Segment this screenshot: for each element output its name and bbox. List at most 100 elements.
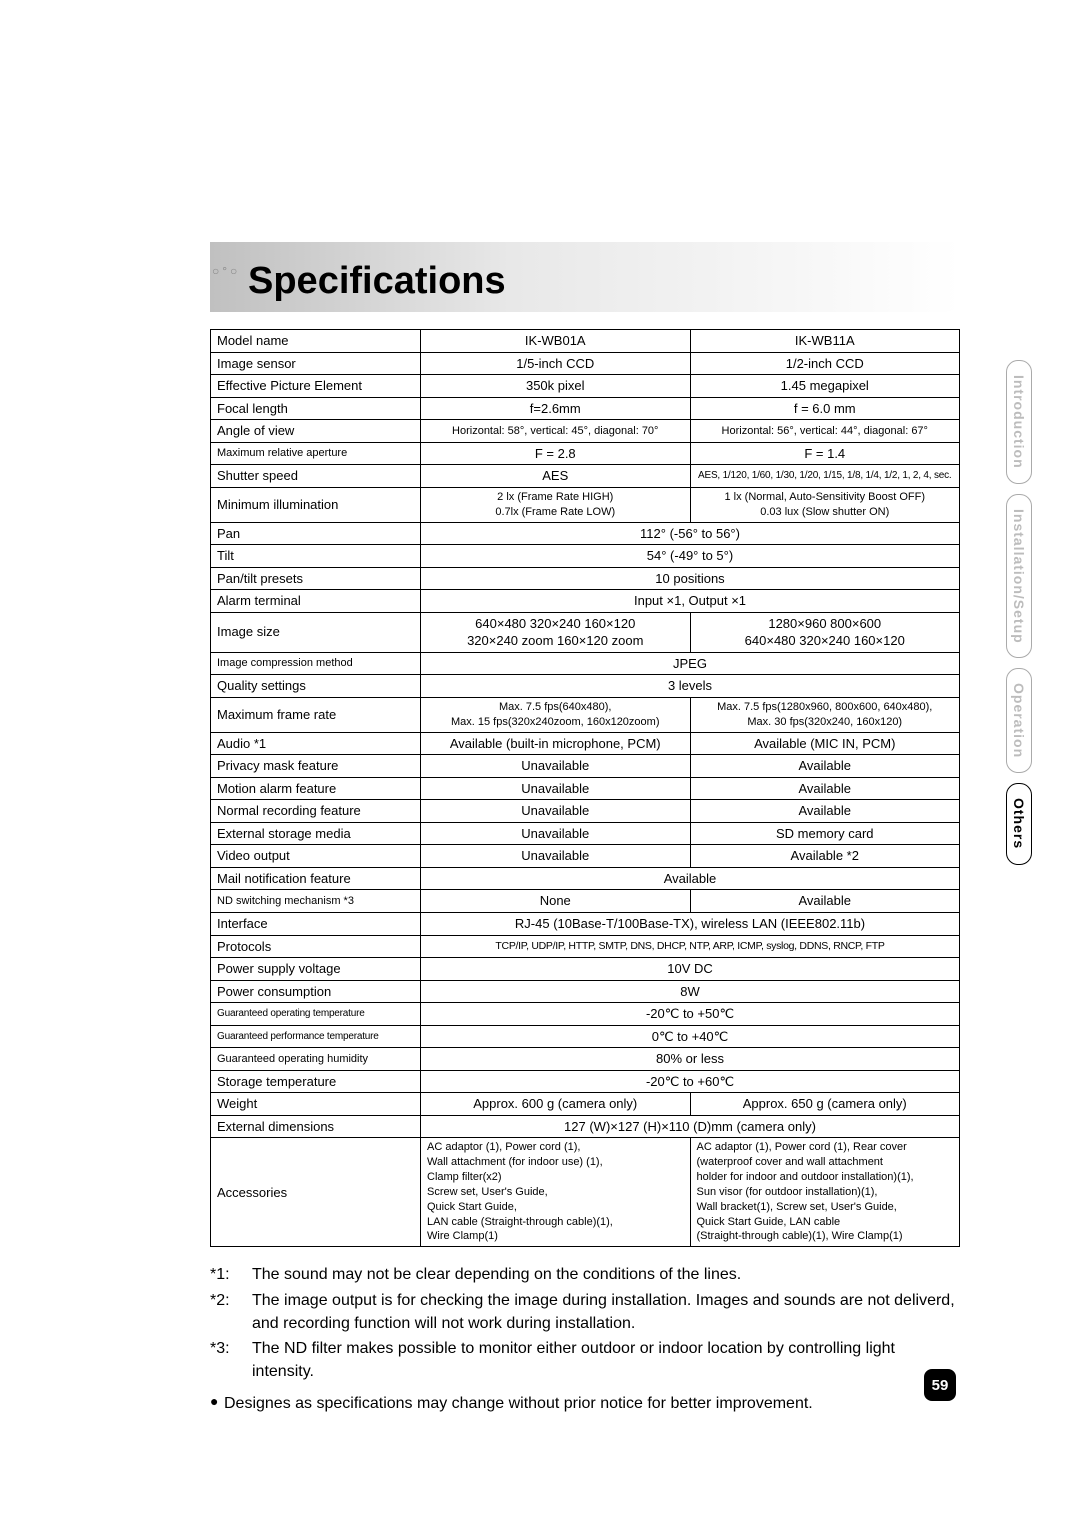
- row-value-col1: Unavailable: [421, 755, 691, 778]
- table-row: InterfaceRJ-45 (10Base-T/100Base-TX), wi…: [211, 912, 960, 935]
- table-row: Image compression methodJPEG: [211, 652, 960, 675]
- row-value-col2: Available *2: [690, 845, 960, 868]
- row-value: 10 positions: [421, 567, 960, 590]
- row-value-col2: f = 6.0 mm: [690, 397, 960, 420]
- row-label: Guaranteed performance temperature: [211, 1025, 421, 1048]
- row-value-col2: 1/2-inch CCD: [690, 352, 960, 375]
- row-label: Image sensor: [211, 352, 421, 375]
- row-value-col2: AES, 1/120, 1/60, 1/30, 1/20, 1/15, 1/8,…: [690, 465, 960, 488]
- row-value: TCP/IP, UDP/IP, HTTP, SMTP, DNS, DHCP, N…: [421, 935, 960, 958]
- row-label: Guaranteed operating humidity: [211, 1048, 421, 1071]
- table-row: Audio *1Available (built-in microphone, …: [211, 732, 960, 755]
- side-tab-installation-setup[interactable]: Installation/Setup: [1006, 494, 1032, 659]
- row-value: -20℃ to +50℃: [421, 1003, 960, 1026]
- row-value-col1: F = 2.8: [421, 442, 691, 465]
- side-tab-introduction[interactable]: Introduction: [1006, 360, 1032, 484]
- row-value: RJ-45 (10Base-T/100Base-TX), wireless LA…: [421, 912, 960, 935]
- table-row: Focal lengthf=2.6mmf = 6.0 mm: [211, 397, 960, 420]
- disclaimer-text: Designes as specifications may change wi…: [224, 1393, 960, 1415]
- row-label: Mail notification feature: [211, 867, 421, 890]
- side-tab-operation[interactable]: Operation: [1006, 668, 1032, 773]
- bullet-icon: ●: [210, 1393, 224, 1409]
- row-value: JPEG: [421, 652, 960, 675]
- row-value-col2: Available: [690, 777, 960, 800]
- row-value: 112° (-56° to 56°): [421, 522, 960, 545]
- footnote-row: *3:The ND filter makes possible to monit…: [210, 1337, 960, 1383]
- row-value-col1: Available (built-in microphone, PCM): [421, 732, 691, 755]
- table-row: AccessoriesAC adaptor (1), Power cord (1…: [211, 1138, 960, 1247]
- specifications-page: ○°○ Specifications Model nameIK-WB01AIK-…: [0, 0, 1080, 1476]
- table-row: Pan/tilt presets10 positions: [211, 567, 960, 590]
- row-value-col1: IK-WB01A: [421, 330, 691, 353]
- side-navigation: Introduction Installation/Setup Operation O…: [1006, 360, 1034, 875]
- row-value-col2: Available: [690, 800, 960, 823]
- side-tab-others[interactable]: Others: [1006, 783, 1032, 864]
- table-row: Image sensor1/5-inch CCD1/2-inch CCD: [211, 352, 960, 375]
- row-label: Pan/tilt presets: [211, 567, 421, 590]
- row-label: Audio *1: [211, 732, 421, 755]
- row-value: 80% or less: [421, 1048, 960, 1071]
- row-label: Angle of view: [211, 420, 421, 443]
- row-label: Interface: [211, 912, 421, 935]
- table-row: Motion alarm featureUnavailableAvailable: [211, 777, 960, 800]
- row-value-col1: 350k pixel: [421, 375, 691, 398]
- row-label: Weight: [211, 1093, 421, 1116]
- row-label: Storage temperature: [211, 1070, 421, 1093]
- specifications-table: Model nameIK-WB01AIK-WB11AImage sensor1/…: [210, 329, 960, 1247]
- footnote-marker: *3:: [210, 1337, 252, 1383]
- row-label: Protocols: [211, 935, 421, 958]
- row-value: Input ×1, Output ×1: [421, 590, 960, 613]
- table-row: Image size640×480 320×240 160×120 320×24…: [211, 612, 960, 652]
- table-row: ND switching mechanism *3NoneAvailable: [211, 890, 960, 913]
- row-value-col1: 2 lx (Frame Rate HIGH) 0.7lx (Frame Rate…: [421, 487, 691, 522]
- row-label: Effective Picture Element: [211, 375, 421, 398]
- row-value-col2: F = 1.4: [690, 442, 960, 465]
- row-label: Power consumption: [211, 980, 421, 1003]
- table-row: Angle of viewHorizontal: 58°, vertical: …: [211, 420, 960, 443]
- table-row: Maximum relative apertureF = 2.8F = 1.4: [211, 442, 960, 465]
- row-value-col1: None: [421, 890, 691, 913]
- row-value: 127 (W)×127 (H)×110 (D)mm (camera only): [421, 1115, 960, 1138]
- row-value: -20℃ to +60℃: [421, 1070, 960, 1093]
- row-value-col2: Available: [690, 755, 960, 778]
- row-label: Model name: [211, 330, 421, 353]
- footnote-marker: *2:: [210, 1289, 252, 1335]
- row-label: Privacy mask feature: [211, 755, 421, 778]
- table-row: Mail notification featureAvailable: [211, 867, 960, 890]
- row-label: Video output: [211, 845, 421, 868]
- row-label: Alarm terminal: [211, 590, 421, 613]
- table-row: Privacy mask featureUnavailableAvailable: [211, 755, 960, 778]
- table-row: Quality settings3 levels: [211, 675, 960, 698]
- row-value-col2: 1 lx (Normal, Auto-Sensitivity Boost OFF…: [690, 487, 960, 522]
- row-value-col2: 1280×960 800×600 640×480 320×240 160×120: [690, 612, 960, 652]
- footnote-row: *1:The sound may not be clear depending …: [210, 1263, 960, 1286]
- row-value: 0℃ to +40℃: [421, 1025, 960, 1048]
- table-row: Minimum illumination2 lx (Frame Rate HIG…: [211, 487, 960, 522]
- row-value-col1: Max. 7.5 fps(640x480), Max. 15 fps(320x2…: [421, 697, 691, 732]
- table-row: Tilt54° (-49° to 5°): [211, 545, 960, 568]
- row-label: Image size: [211, 612, 421, 652]
- table-row: Guaranteed performance temperature0℃ to …: [211, 1025, 960, 1048]
- row-value: 10V DC: [421, 958, 960, 981]
- row-value-col2: Approx. 650 g (camera only): [690, 1093, 960, 1116]
- table-row: Maximum frame rateMax. 7.5 fps(640x480),…: [211, 697, 960, 732]
- row-value-col1: Unavailable: [421, 777, 691, 800]
- row-value-col2: Available: [690, 890, 960, 913]
- row-value-col1: Unavailable: [421, 800, 691, 823]
- table-row: ProtocolsTCP/IP, UDP/IP, HTTP, SMTP, DNS…: [211, 935, 960, 958]
- row-value-col2: SD memory card: [690, 822, 960, 845]
- footnote-text: The ND filter makes possible to monitor …: [252, 1337, 960, 1383]
- row-label: External dimensions: [211, 1115, 421, 1138]
- footnote-text: The image output is for checking the ima…: [252, 1289, 960, 1335]
- row-value-col2: Max. 7.5 fps(1280x960, 800x600, 640x480)…: [690, 697, 960, 732]
- row-value-col1: AC adaptor (1), Power cord (1), Wall att…: [421, 1138, 691, 1247]
- row-value-col2: 1.45 megapixel: [690, 375, 960, 398]
- row-value-col1: 1/5-inch CCD: [421, 352, 691, 375]
- row-value: 54° (-49° to 5°): [421, 545, 960, 568]
- table-row: Pan112° (-56° to 56°): [211, 522, 960, 545]
- row-label: Pan: [211, 522, 421, 545]
- row-value-col1: 640×480 320×240 160×120 320×240 zoom 160…: [421, 612, 691, 652]
- row-label: Guaranteed operating temperature: [211, 1003, 421, 1026]
- row-label: Accessories: [211, 1138, 421, 1247]
- row-label: Normal recording feature: [211, 800, 421, 823]
